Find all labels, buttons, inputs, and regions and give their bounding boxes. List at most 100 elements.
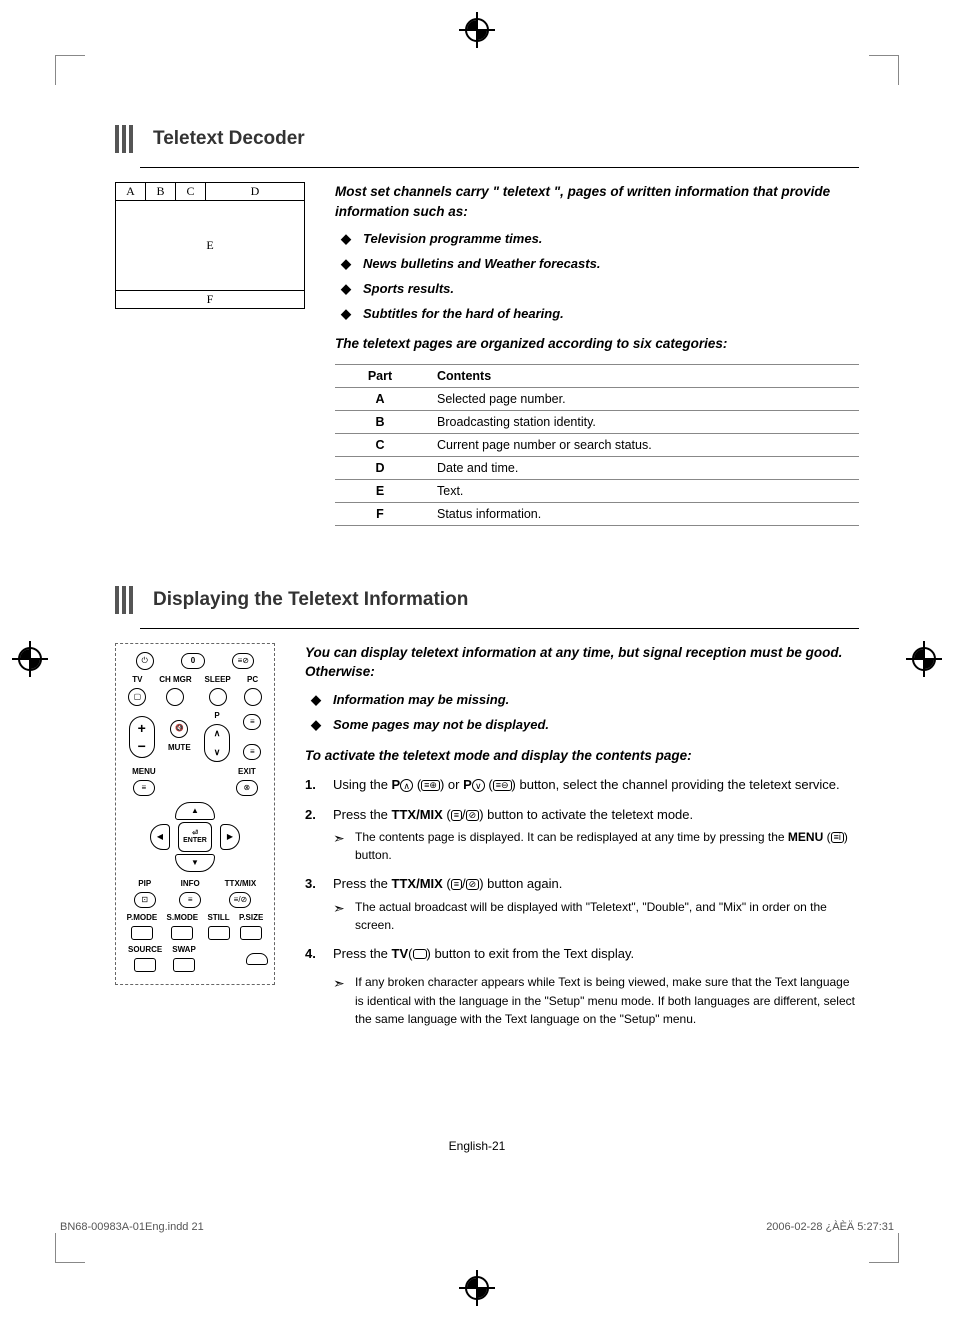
- teletext-layout-diagram: A B C D E F: [115, 182, 305, 309]
- remote-bottom-button: [246, 953, 268, 965]
- remote-vol-down: −: [138, 739, 146, 753]
- cell-part: D: [335, 456, 425, 479]
- remote-power-label: ⏻: [136, 652, 154, 670]
- page-content: Teletext Decoder A B C D E F: [115, 125, 859, 1089]
- text-fragment: button, select the channel providing the…: [516, 777, 840, 792]
- step-sub-note: The actual broadcast will be displayed w…: [333, 898, 859, 934]
- registration-mark-top: [465, 18, 489, 42]
- diagram-part-a: A: [116, 183, 146, 200]
- remote-enter-label: ENTER: [183, 837, 207, 844]
- remote-smode-button: [171, 926, 193, 940]
- remote-side-button: ≡: [243, 744, 261, 760]
- ttx-icon: ≡: [451, 810, 462, 821]
- remote-exit-label: EXIT: [238, 768, 256, 776]
- table-row: BBroadcasting station identity.: [335, 410, 859, 433]
- list-item: Information may be missing.: [333, 690, 859, 711]
- remote-pmode-button: [131, 926, 153, 940]
- p-label: P: [463, 777, 472, 792]
- remote-pc-button: [244, 688, 262, 706]
- table-row: FStatus information.: [335, 502, 859, 525]
- cell-part: E: [335, 479, 425, 502]
- page-container: Teletext Decoder A B C D E F: [55, 55, 899, 1263]
- list-item: Subtitles for the hard of hearing.: [363, 304, 859, 325]
- text-fragment: or: [448, 777, 460, 792]
- cell-content: Broadcasting station identity.: [425, 410, 859, 433]
- p-label: P: [392, 777, 401, 792]
- remote-dpad-up: ▲: [175, 802, 215, 820]
- remote-mute-button: 🔇: [170, 720, 188, 738]
- section-rule: [140, 167, 859, 168]
- section2-bullet-list: Information may be missing. Some pages m…: [305, 690, 859, 736]
- ttxmix-label: TTX/MIX: [392, 876, 443, 891]
- table-header: Part: [335, 364, 425, 387]
- remote-sleep-button: [209, 688, 227, 706]
- step-number: 1.: [305, 775, 333, 795]
- remote-psize-button: [240, 926, 262, 940]
- text-fragment: The contents page is displayed. It can b…: [355, 830, 788, 844]
- remote-smode-label: S.MODE: [167, 914, 199, 922]
- remote-tv-label: TV: [132, 676, 142, 684]
- text-fragment: button to activate the teletext mode.: [484, 807, 694, 822]
- step-number: 2.: [305, 805, 333, 865]
- list-item: News bulletins and Weather forecasts.: [363, 254, 859, 275]
- section-header: Displaying the Teletext Information: [115, 586, 859, 614]
- remote-info-button: ≡: [179, 892, 201, 908]
- remote-ttx-label: TTX/MIX: [225, 880, 257, 888]
- table-row: ASelected page number.: [335, 387, 859, 410]
- section2-body: ⏻ 0 ≡⊘ TV▢ CH MGR SLEEP PC +: [115, 643, 859, 1029]
- cell-part: B: [335, 410, 425, 433]
- text-fragment: Press the: [333, 946, 392, 961]
- step-sub-note: The contents page is displayed. It can b…: [333, 828, 859, 864]
- menu-label: MENU: [788, 830, 823, 844]
- remote-still-label: STILL: [207, 914, 229, 922]
- remote-pip-button: ⊡: [134, 892, 156, 908]
- remote-dpad: ▲ ▼ ◀ ▶ ⏎ENTER: [150, 802, 240, 872]
- down-icon: ∨: [472, 779, 485, 792]
- section-rule: [140, 628, 859, 629]
- step-text: Press the TTX/MIX (≡/⊘) button again. Th…: [333, 874, 859, 934]
- remote-swap-label: SWAP: [172, 946, 196, 954]
- ttxmix-label: TTX/MIX: [392, 807, 443, 822]
- diagram-part-c: C: [176, 183, 206, 200]
- diagram-part-b: B: [146, 183, 176, 200]
- section1-intro: Most set channels carry " teletext ", pa…: [335, 182, 859, 221]
- remote-dpad-left: ◀: [150, 824, 170, 850]
- remote-channel-rocker: ∧ ∨: [204, 724, 230, 762]
- step-item: 1. Using the P∧ (≡⊕) or P∨ (≡⊖) button, …: [305, 775, 859, 795]
- remote-volume-rocker: + −: [129, 716, 155, 758]
- diagram-part-f: F: [116, 291, 304, 308]
- footer-left: BN68-00983A-01Eng.indd 21: [60, 1221, 204, 1233]
- table-row: EText.: [335, 479, 859, 502]
- remote-dpad-down: ▼: [175, 854, 215, 872]
- cell-part: F: [335, 502, 425, 525]
- remote-side-button: ≡: [243, 714, 261, 730]
- step-item: 3. Press the TTX/MIX (≡/⊘) button again.…: [305, 874, 859, 934]
- table-header: Contents: [425, 364, 859, 387]
- remote-enter-button: ⏎ENTER: [178, 822, 212, 852]
- step-text: Press the TV() button to exit from the T…: [333, 944, 859, 964]
- remote-swap-button: [173, 958, 195, 972]
- remote-source-label: SOURCE: [128, 946, 162, 954]
- diagram-part-d: D: [206, 183, 304, 200]
- remote-mute-label: MUTE: [168, 744, 191, 752]
- step-text: Using the P∧ (≡⊕) or P∨ (≡⊖) button, sel…: [333, 775, 859, 795]
- text-fragment: Using the: [333, 777, 392, 792]
- parts-table: Part Contents ASelected page number. BBr…: [335, 364, 859, 526]
- remote-chmgr-label: CH MGR: [159, 676, 191, 684]
- cell-part: C: [335, 433, 425, 456]
- section2-intro: You can display teletext information at …: [305, 643, 859, 682]
- cell-content: Selected page number.: [425, 387, 859, 410]
- section1-bullet-list: Television programme times. News bulleti…: [335, 229, 859, 324]
- step-number: 4.: [305, 944, 333, 964]
- enter-icon: ⏎: [192, 830, 198, 837]
- steps-list: 1. Using the P∧ (≡⊕) or P∨ (≡⊖) button, …: [305, 775, 859, 963]
- section-displaying-teletext: Displaying the Teletext Information ⏻ 0 …: [115, 586, 859, 1029]
- text-fragment: Press the: [333, 807, 392, 822]
- remote-info-label: INFO: [181, 880, 200, 888]
- cell-content: Text.: [425, 479, 859, 502]
- remote-sleep-label: SLEEP: [205, 676, 231, 684]
- remote-psize-label: P.SIZE: [239, 914, 263, 922]
- remote-tv-button: ▢: [128, 688, 146, 706]
- remote-small-button: ≡⊘: [232, 653, 254, 669]
- section2-activate-intro: To activate the teletext mode and displa…: [305, 746, 859, 766]
